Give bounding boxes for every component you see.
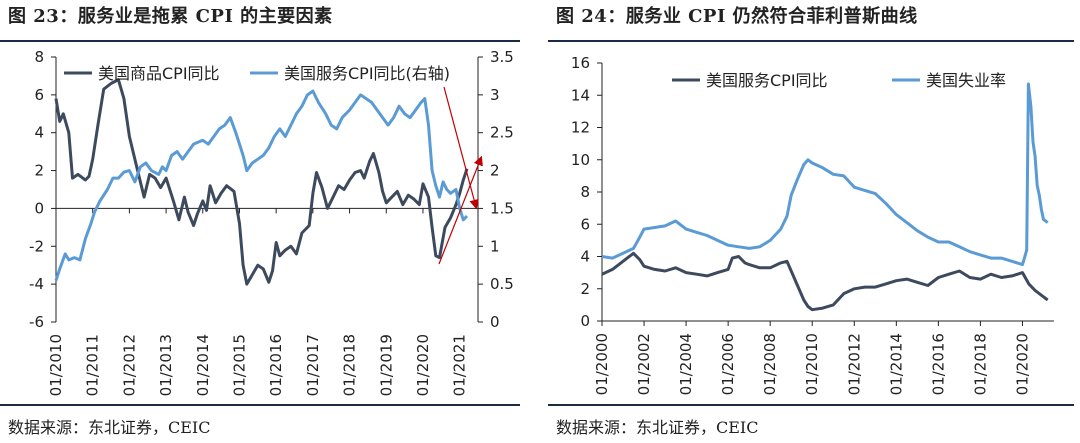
y-tick-label: 8 [580, 183, 590, 201]
y-left-tick-label: 0 [34, 199, 44, 217]
y-tick-label: 10 [571, 151, 590, 169]
y-left-tick-label: -2 [29, 237, 44, 255]
x-tick-label: 01/2006 [719, 333, 737, 395]
left-source: 数据来源：东北证券，CEIC [8, 418, 211, 437]
legend-label: 美国服务CPI同比 [706, 71, 828, 90]
right-source-rule [548, 404, 1074, 406]
y-tick-label: 12 [571, 119, 590, 137]
annotation-arrow-up [438, 155, 483, 265]
x-tick-label: 01/2017 [304, 334, 322, 396]
x-tick-label: 01/2010 [47, 334, 65, 396]
y-tick-label: 2 [580, 280, 590, 298]
y-right-tick-label: 2.5 [490, 124, 514, 142]
legend-label: 美国失业率 [926, 71, 1006, 90]
x-tick-label: 01/2020 [1013, 333, 1031, 395]
x-tick-label: 01/2018 [341, 334, 359, 396]
annotation-arrow-down [443, 86, 479, 210]
right-figure-title: 图 24：服务业 CPI 仍然符合菲利普斯曲线 [556, 6, 918, 27]
x-tick-label: 01/2012 [120, 334, 138, 396]
y-left-tick-label: 6 [34, 86, 44, 104]
y-right-tick-label: 0.5 [490, 275, 514, 293]
y-tick-label: 4 [580, 248, 590, 266]
series-line-goods-cpi [54, 78, 469, 286]
x-tick-label: 01/2016 [929, 333, 947, 395]
right-chart: 0 2 4 6 8 10 12 14 16 01/2000 01/2002 01/2004 01/200… [571, 54, 1054, 395]
x-tick-label: 01/2013 [157, 334, 175, 396]
left-chart: -6 -4 -2 0 2 4 6 8 0 0.5 1 1.5 2 2.5 3 3.5 01/2010 01/201… [29, 48, 514, 396]
y-tick-label: 14 [571, 86, 590, 104]
y-right-tick-label: 2 [490, 162, 500, 180]
left-title-rule [0, 40, 520, 42]
y-tick-label: 16 [571, 54, 590, 72]
left-figure-title: 图 23：服务业是拖累 CPI 的主要因素 [8, 6, 333, 27]
x-tick-label: 01/2016 [267, 334, 285, 396]
x-tick-label: 01/2019 [377, 334, 395, 396]
x-tick-label: 01/2014 [887, 333, 905, 395]
x-tick-label: 01/2018 [971, 333, 989, 395]
left-figure: 图 23：服务业是拖累 CPI 的主要因素 -6 -4 -2 0 2 4 6 8 0 0.5 1 1.… [0, 0, 530, 443]
x-tick-label: 01/2012 [845, 333, 863, 395]
x-tick-label: 01/2008 [761, 333, 779, 395]
y-left-tick-label: 2 [34, 162, 44, 180]
right-title-rule [548, 40, 1074, 42]
legend-label: 美国服务CPI同比(右轴) [284, 64, 450, 83]
y-left-tick-label: 4 [34, 124, 44, 142]
x-tick-label: 01/2015 [230, 334, 248, 396]
legend-label: 美国商品CPI同比 [98, 64, 220, 83]
x-tick-label: 01/2000 [593, 333, 611, 395]
series-line-services-cpi [54, 89, 469, 281]
right-source: 数据来源：东北证券，CEIC [556, 418, 759, 437]
y-left-tick-label: 8 [34, 48, 44, 66]
series-line-unemployment [601, 82, 1049, 267]
x-tick-label: 01/2011 [84, 334, 102, 396]
x-tick-label: 01/2020 [414, 334, 432, 396]
x-tick-label: 01/2002 [635, 333, 653, 395]
y-right-tick-label: 1 [490, 237, 500, 255]
x-tick-label: 01/2004 [677, 333, 695, 395]
y-left-tick-label: -4 [29, 275, 44, 293]
y-right-tick-label: 3 [490, 86, 500, 104]
y-right-tick-label: 1.5 [490, 199, 514, 217]
right-figure: 图 24：服务业 CPI 仍然符合菲利普斯曲线 0 2 4 6 8 10 12 14 16 01/… [548, 0, 1080, 443]
y-right-tick-label: 3.5 [490, 48, 514, 66]
y-right-tick-label: 0 [490, 313, 500, 331]
y-left-tick-label: -6 [29, 313, 44, 331]
x-tick-label: 01/2010 [803, 333, 821, 395]
left-source-rule [0, 404, 520, 406]
y-tick-label: 0 [580, 312, 590, 330]
x-tick-label: 01/2014 [194, 334, 212, 396]
x-tick-label: 01/2021 [451, 334, 469, 396]
series-line-services-cpi [601, 251, 1049, 312]
y-tick-label: 6 [580, 215, 590, 233]
